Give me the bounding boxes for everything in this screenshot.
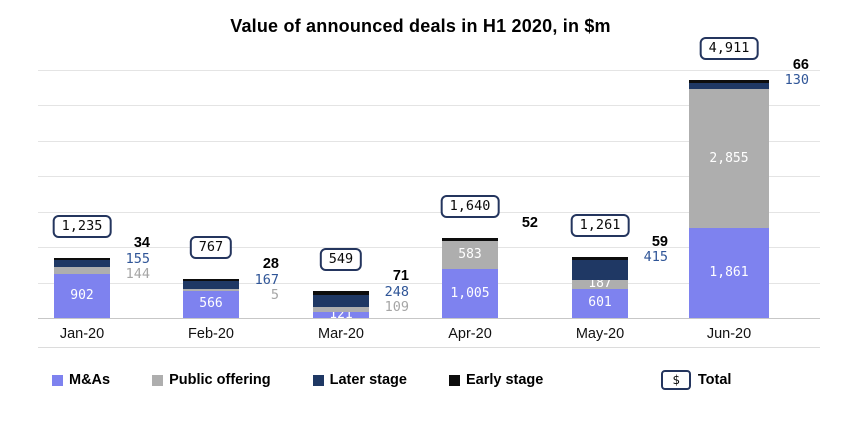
legend-label: Early stage — [465, 372, 544, 388]
bar-segment — [183, 290, 239, 318]
x-axis-label: Feb-20 — [188, 326, 234, 342]
legend-swatch — [312, 374, 324, 386]
bar-segment — [689, 89, 769, 228]
total-badge: 549 — [319, 248, 363, 272]
grid-line — [38, 211, 820, 213]
legend-item: Later stage — [312, 372, 407, 388]
bar-segment — [183, 289, 239, 291]
bar-segment — [442, 240, 498, 270]
bar-outside-label: 415 — [643, 249, 668, 266]
bar-outside-label: 28 — [262, 256, 279, 273]
total-badge: 1,640 — [440, 195, 500, 219]
bar-segment — [54, 274, 110, 318]
bar-segment — [442, 238, 498, 241]
legend-item: Public offering — [152, 372, 271, 388]
legend-swatch — [52, 374, 63, 386]
grid-line — [38, 70, 820, 71]
bar-value-label: 1,861 — [709, 264, 749, 280]
bar-value-label: 2,855 — [709, 150, 749, 166]
bar-value-label: 566 — [199, 296, 223, 312]
bar-value-label: 601 — [588, 295, 612, 311]
grid-line — [38, 140, 820, 142]
bar-outside-label: 167 — [254, 271, 279, 288]
bar-segment — [54, 258, 110, 260]
bar-segment — [183, 280, 239, 290]
bar-segment — [313, 312, 369, 318]
grid-line — [38, 105, 820, 107]
legend-item-total: $ Total — [661, 370, 731, 390]
x-axis-label: Mar-20 — [318, 326, 364, 342]
bar-segment — [572, 288, 628, 318]
total-badge: 1,261 — [570, 213, 630, 237]
bar-outside-label: 5 — [270, 287, 279, 304]
bar-value-label: 902 — [70, 288, 94, 304]
bar-value-label: 187 — [588, 276, 612, 292]
bar-segment — [689, 79, 769, 83]
bar-outside-label: 59 — [651, 233, 668, 250]
legend-swatch — [152, 374, 164, 386]
bar-outside-label: 66 — [792, 56, 809, 73]
x-axis-label: Apr-20 — [448, 326, 492, 342]
bar-segment — [54, 259, 110, 268]
bar-outside-label: 155 — [125, 250, 150, 267]
x-axis-label: May-20 — [575, 326, 625, 342]
legend-item: Early stage — [448, 372, 544, 388]
bar-segment — [689, 82, 769, 90]
bar-outside-label: 144 — [125, 266, 150, 283]
legend-item: M&As — [52, 372, 110, 388]
legend-label: M&As — [69, 372, 111, 388]
legend-swatch — [448, 374, 460, 386]
bar-segment — [313, 306, 369, 313]
legend-label: Total — [697, 372, 732, 388]
bar-outside-label: 130 — [784, 72, 809, 89]
total-badge: 1,235 — [52, 215, 112, 239]
total-badge: 4,911 — [699, 36, 759, 60]
x-axis-line — [38, 318, 820, 319]
grid-line — [38, 247, 820, 249]
bar-segment — [313, 291, 369, 295]
bar-outside-label: 52 — [521, 215, 538, 232]
grid-line — [38, 176, 820, 178]
bar-value-label: 1,005 — [450, 285, 490, 301]
bar-segment — [689, 227, 769, 318]
bar-segment — [183, 279, 239, 281]
chart-title: Value of announced deals in H1 2020, in … — [230, 16, 611, 36]
bottom-rule — [38, 347, 820, 348]
bar-segment — [54, 267, 110, 275]
x-axis-label: Jan-20 — [59, 326, 105, 342]
bar-value-label: 583 — [458, 247, 482, 263]
legend: M&As Public offering Later stage Early stag… — [52, 370, 731, 390]
grid-line — [38, 282, 820, 284]
legend-label: Public offering — [169, 372, 271, 388]
x-axis-label: Jun-20 — [706, 326, 752, 342]
bar-outside-label: 109 — [384, 299, 409, 316]
bar-outside-label: 34 — [133, 235, 150, 252]
bar-segment — [572, 259, 628, 280]
bar-segment — [572, 279, 628, 289]
bar-segment — [313, 294, 369, 307]
bar-outside-label: 248 — [384, 283, 409, 300]
plot-area: 902 34 155 144 1,235 Jan-20 566 28 167 5 767 Feb-20… — [38, 36, 820, 360]
bar-outside-label: 71 — [392, 268, 409, 285]
dollar-icon: $ — [661, 370, 691, 390]
legend-label: Later stage — [329, 372, 407, 388]
total-badge: 767 — [189, 236, 233, 260]
bar-segment — [442, 269, 498, 318]
bar-segment — [572, 256, 628, 260]
